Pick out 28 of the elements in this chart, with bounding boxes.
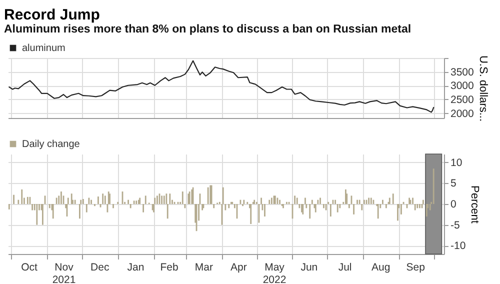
- x-tick-label: Jan: [127, 262, 144, 274]
- x-tick-label: Mar: [194, 262, 214, 274]
- y-tick-label: 3000: [450, 80, 474, 92]
- y-axis-title: Percent: [468, 186, 481, 224]
- y-tick-label: 3500: [450, 66, 474, 78]
- chart-subtitle: Aluminum rises more than 8% on plans to discuss a ban on Russian metal: [4, 24, 412, 36]
- x-tick-label: Dec: [90, 262, 110, 274]
- x-tick-label: Jun: [300, 262, 318, 274]
- chart-title: Record Jump: [4, 6, 100, 24]
- x-tick-label: Oct: [21, 262, 38, 274]
- x-tick-label: Nov 2021: [52, 262, 76, 284]
- y-axis-title: U.S. dollars...: [476, 55, 489, 122]
- x-tick-label: Apr: [230, 262, 248, 274]
- line-series: [8, 60, 434, 113]
- x-tick-label: Jul: [338, 262, 352, 274]
- y-tick-label: 10: [450, 156, 462, 169]
- y-tick-label: -10: [450, 240, 466, 252]
- legend-label: aluminum: [22, 43, 66, 54]
- y-tick-label: -5: [450, 219, 460, 232]
- x-tick-label: Aug: [372, 262, 390, 274]
- y-tick-label: 0: [450, 198, 456, 210]
- x-tick-label: Feb: [160, 262, 178, 274]
- x-tick-label: Sep: [406, 262, 426, 274]
- x-tick-label: May 2022: [262, 262, 286, 284]
- y-tick-label: 2000: [450, 108, 474, 120]
- y-tick-label: 2500: [450, 94, 474, 106]
- legend-label: Daily change: [22, 139, 80, 150]
- y-tick-label: 5: [450, 178, 456, 190]
